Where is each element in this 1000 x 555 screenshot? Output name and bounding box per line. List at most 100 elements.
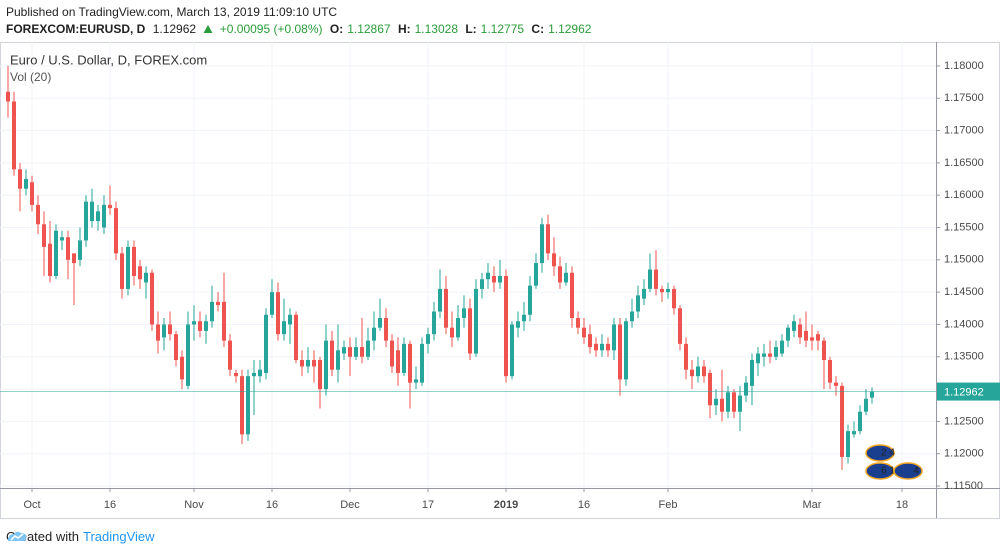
candle-body <box>162 324 166 338</box>
candle-body <box>840 385 844 457</box>
candle-body <box>870 391 874 398</box>
candle-body <box>762 353 766 357</box>
candle-body <box>132 246 136 276</box>
candle-body <box>690 369 694 377</box>
candle-body <box>114 208 118 254</box>
x-tick-label: 2019 <box>494 499 518 511</box>
candle-body <box>102 204 106 228</box>
candle-body <box>372 327 376 341</box>
x-tick-label: 18 <box>896 499 908 511</box>
candle-body <box>366 340 370 357</box>
candle-body <box>714 398 718 406</box>
candle-body <box>564 272 568 283</box>
candle-body <box>234 372 238 377</box>
candle-body <box>468 308 472 354</box>
candle-body <box>258 369 262 377</box>
x-tick-label: 16 <box>104 499 116 511</box>
candle-body <box>804 330 808 341</box>
published-line: Published on TradingView.com, March 13, … <box>6 5 341 19</box>
candle-body <box>180 356 184 380</box>
candle-body <box>834 382 838 386</box>
symbol: FOREXCOM:EURUSD, D <box>6 22 146 36</box>
candle-body <box>18 169 22 189</box>
candle-body <box>402 343 406 373</box>
candle-body <box>720 398 724 412</box>
candle-body <box>612 324 616 351</box>
candle-body <box>816 334 820 341</box>
candle-body <box>738 395 742 412</box>
candle-body <box>348 347 352 357</box>
candle-body <box>336 350 340 370</box>
candle-body <box>126 246 130 289</box>
candle-body <box>450 327 454 338</box>
candle-body <box>390 340 394 367</box>
candle-body <box>786 327 790 341</box>
candle-body <box>456 318 460 338</box>
y-tick-label: 1.16000 <box>944 189 984 201</box>
candle-body <box>246 376 250 435</box>
candle-body <box>558 266 562 283</box>
candle-body <box>756 353 760 364</box>
candle-body <box>432 311 436 335</box>
candle-body <box>252 372 256 377</box>
candle-body <box>570 272 574 319</box>
candle-body <box>294 314 298 361</box>
y-tick-label: 1.14000 <box>944 318 984 330</box>
candle-body <box>42 224 46 247</box>
candle-body <box>420 343 424 383</box>
candle-body <box>12 101 16 170</box>
event-label: 6 1 <box>881 466 895 477</box>
candle-body <box>36 204 40 225</box>
candle-body <box>198 321 202 331</box>
candle-body <box>84 201 88 241</box>
candle-body <box>318 360 322 390</box>
candle-body <box>138 266 142 280</box>
candle-body <box>822 340 826 361</box>
y-tick-label: 1.16500 <box>944 157 984 169</box>
ohlc-label: O: <box>329 22 344 36</box>
candle-body <box>780 340 784 354</box>
candle-body <box>288 314 292 325</box>
candle-body <box>384 318 388 341</box>
candle-body <box>216 301 220 306</box>
footer-brand[interactable]: TradingView <box>82 529 155 544</box>
candle-body <box>408 343 412 383</box>
y-tick-label: 1.14500 <box>944 286 984 298</box>
candle-body <box>504 275 508 377</box>
last-price-label: 1.12962 <box>944 386 984 398</box>
candle-body <box>462 308 466 319</box>
last-price: 1.12962 <box>152 22 197 36</box>
candle-body <box>750 360 754 386</box>
candle-body <box>684 343 688 370</box>
event-badge <box>865 444 895 462</box>
candle-body <box>534 263 538 286</box>
candle-body <box>360 347 364 357</box>
candle-body <box>396 350 400 373</box>
candle-body <box>774 347 778 357</box>
candle-body <box>708 372 712 406</box>
candle-body <box>666 288 670 293</box>
candle-body <box>6 91 10 102</box>
ohlc-label: H: <box>397 22 411 36</box>
candle-body <box>204 321 208 331</box>
candle-body <box>726 392 730 412</box>
event-label: 4 <box>913 466 919 477</box>
candle-body <box>438 288 442 312</box>
x-tick-label: Feb <box>659 499 678 511</box>
candle-body <box>174 334 178 361</box>
y-tick-label: 1.15000 <box>944 254 984 266</box>
candle-body <box>852 431 856 435</box>
y-tick-label: 1.12000 <box>944 448 984 460</box>
candle-body <box>702 366 706 377</box>
published: Published on TradingView.com, March 13, … <box>6 5 338 19</box>
candle-body <box>678 308 682 344</box>
candle-body <box>48 243 52 276</box>
candle-body <box>618 324 622 380</box>
candle-body <box>630 311 634 322</box>
candle-body <box>414 379 418 383</box>
candle-body <box>474 288 478 354</box>
candle-body <box>588 334 592 348</box>
candle-body <box>516 321 520 328</box>
